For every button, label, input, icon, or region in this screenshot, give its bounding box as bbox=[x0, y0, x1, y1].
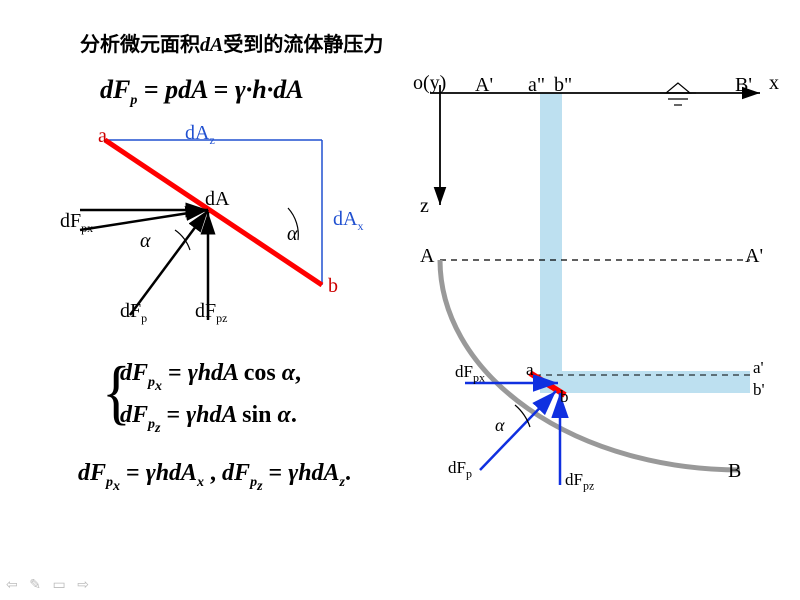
label-alpha1: α bbox=[140, 230, 151, 253]
label-a: a bbox=[526, 360, 534, 380]
label-x: x bbox=[769, 72, 779, 95]
label-b: b bbox=[328, 275, 338, 298]
label-dFpz: dFpz bbox=[195, 300, 227, 326]
label-bp: b' bbox=[753, 380, 765, 400]
label-alpha-r: α bbox=[495, 415, 504, 436]
equation-fpz: dFpz = γhdA sin α. bbox=[120, 402, 297, 437]
label-B: B bbox=[728, 460, 741, 483]
title-da: dA bbox=[200, 34, 223, 56]
label-dFp: dFp bbox=[120, 300, 147, 326]
label-a: a bbox=[98, 125, 107, 148]
equation-result: dFpx = γhdAx , dFpz = γhdAz. bbox=[78, 460, 351, 495]
label-dFpx-r: dFpx bbox=[455, 362, 485, 385]
label-dAz: dAz bbox=[185, 122, 215, 148]
label-Bp: B' bbox=[735, 74, 752, 97]
equation-main: dFp = pdA = γ·h·dA bbox=[100, 75, 304, 109]
label-Ap2: A' bbox=[745, 245, 763, 268]
label-A: A bbox=[420, 245, 434, 268]
equation-fpx: dFpx = γhdA cos α, bbox=[120, 360, 301, 395]
label-dAx: dAx bbox=[333, 208, 363, 234]
label-dFp-r: dFp bbox=[448, 458, 472, 481]
title-pre: 分析微元面积 bbox=[80, 34, 200, 56]
label-Ap-top: A' bbox=[475, 74, 493, 97]
label-dFpx: dFpx bbox=[60, 210, 93, 236]
label-a2: a" bbox=[528, 74, 545, 97]
label-oy: o(y) bbox=[413, 72, 446, 95]
label-b2: b" bbox=[554, 74, 572, 97]
footer-nav-icons[interactable]: ⇦ ✎ ▭ ⇨ bbox=[6, 577, 93, 594]
label-bpt: b bbox=[560, 387, 569, 407]
label-dA: dA bbox=[205, 188, 229, 211]
label-z: z bbox=[420, 195, 429, 218]
label-alpha2: α bbox=[287, 223, 298, 246]
right-diagram bbox=[410, 75, 770, 505]
title-post: 受到的流体静压力 bbox=[223, 34, 383, 56]
label-dFpz-r: dFpz bbox=[565, 470, 594, 493]
label-ap: a' bbox=[753, 358, 764, 378]
page-title: 分析微元面积dA受到的流体静压力 bbox=[80, 28, 383, 57]
